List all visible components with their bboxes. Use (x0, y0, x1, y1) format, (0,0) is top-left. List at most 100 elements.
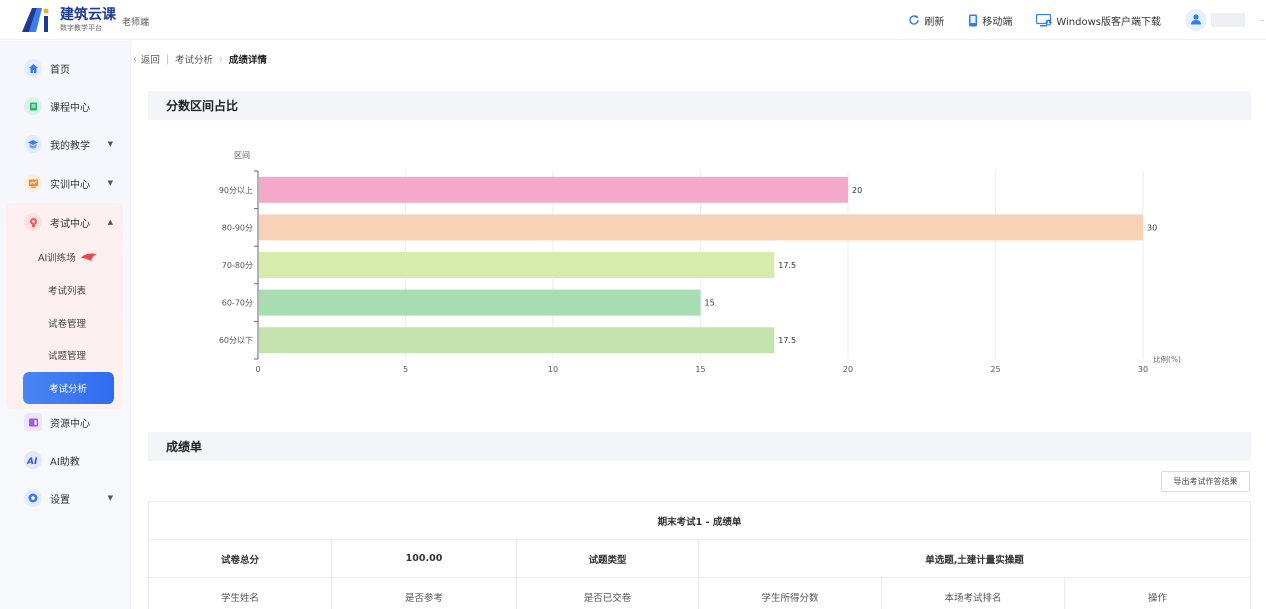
sidebar-subitem-label: AI训练场 (38, 253, 76, 264)
ai-icon: AI (24, 451, 42, 469)
chart-bar (259, 176, 848, 203)
chart-category-label: 60-70分 (222, 299, 253, 308)
mobile-icon (968, 14, 978, 27)
user-name-redacted[interactable] (1211, 13, 1245, 27)
table-title: 期末考试1 - 成绩单 (657, 516, 742, 528)
exam-icon (24, 213, 42, 231)
table-header-row: 学生姓名 是否参考 是否已交卷 学生所得分数 本场考试排名 操作 (149, 578, 1250, 609)
table-meta-row: 试卷总分 100.00 试题类型 单选题,土建计量实操题 (149, 540, 1250, 578)
chart-x-tick-label: 0 (255, 365, 260, 374)
chart-x-tick-label: 20 (843, 365, 853, 374)
chart-bar (259, 252, 775, 278)
header-divider: – (1259, 14, 1264, 26)
refresh-label: 刷新 (924, 16, 945, 28)
scores-section-header: 成绩单 (148, 432, 1251, 461)
distribution-section-header: 分数区间占比 (148, 91, 1251, 120)
sidebar-item-home[interactable]: 首页 (0, 55, 131, 81)
refresh-button[interactable]: 刷新 (908, 13, 944, 28)
home-icon (24, 59, 42, 77)
chart-bar (259, 289, 701, 316)
sidebar-item-label: 课程中心 (50, 102, 90, 114)
chevron-down-icon: ▼ (107, 494, 113, 502)
chart-x-tick-label: 5 (403, 365, 408, 374)
sidebar-item-settings[interactable]: 设置 ▼ (0, 485, 131, 511)
desktop-icon (1036, 13, 1052, 27)
sidebar-subitem-label: 试题管理 (48, 351, 87, 362)
column-header: 是否已交卷 (517, 578, 699, 609)
user-avatar[interactable] (1185, 9, 1207, 31)
export-results-button[interactable]: 导出考试作答结果 (1161, 471, 1250, 492)
resource-icon (24, 413, 42, 431)
sidebar-item-exam-center[interactable]: 考试中心 ▲ (0, 209, 131, 235)
chart-data-label: 17.5 (778, 336, 796, 345)
chart-bar (259, 327, 775, 354)
table-title-row: 期末考试1 - 成绩单 (149, 502, 1250, 540)
meta-value-total-score: 100.00 (332, 540, 517, 577)
breadcrumb-parent-link[interactable]: 考试分析 (175, 55, 214, 66)
sidebar-item-label: AI助教 (50, 456, 80, 468)
bar-chart-svg: 区间 90分以上 20 80-90分 30 70-80分 17.5 60-70分 15 60分以下… (219, 151, 1181, 374)
sidebar-item-label: 资源中心 (50, 418, 90, 430)
chart-data-label: 20 (852, 186, 862, 195)
score-distribution-chart: 区间 90分以上 20 80-90分 30 70-80分 17.5 60-70分 15 60分以下… (148, 140, 1251, 380)
chart-x-tick-label: 30 (1138, 365, 1148, 374)
sidebar-subitem-label: 考试列表 (48, 286, 87, 297)
section-title: 分数区间占比 (166, 99, 239, 113)
role-label: 老师端 (122, 18, 150, 28)
chart-category-label: 90分以上 (219, 186, 253, 195)
meta-value-question-type: 单选题,土建计量实操题 (925, 554, 1024, 566)
sidebar: 首页 课程中心 我的教学 ▼ 实训中心 ▼ 考试中心 ▲ AI训练场 考试列 (0, 41, 131, 609)
logo-mark-icon (20, 6, 54, 34)
hot-badge-icon (80, 252, 98, 262)
refresh-icon (908, 14, 920, 26)
windows-client-download-button[interactable]: Windows版客户端下载 (1036, 13, 1161, 28)
sidebar-subitem-exam-analysis[interactable]: 考试分析 (23, 372, 114, 404)
sidebar-item-training-center[interactable]: 实训中心 ▼ (0, 170, 131, 196)
score-table: 期末考试1 - 成绩单 试卷总分 100.00 试题类型 单选题,土建计量实操题… (148, 501, 1251, 609)
chart-x-axis-label: 比例(%) (1153, 354, 1181, 364)
sidebar-item-label: 首页 (50, 64, 70, 76)
column-header: 操作 (1147, 592, 1167, 604)
breadcrumb-back-link[interactable]: 返回 (140, 55, 160, 66)
app-logo[interactable]: 建筑云课 数字教学平台 老师端 (20, 6, 149, 34)
back-chevron-icon: ‹ (133, 53, 137, 65)
chart-data-label: 15 (705, 299, 715, 308)
chart-data-label: 17.5 (778, 261, 796, 270)
sidebar-subitem-paper-management[interactable]: 试卷管理 (0, 312, 131, 334)
sidebar-item-label: 我的教学 (50, 140, 90, 152)
breadcrumb-current: 成绩详情 (228, 55, 267, 66)
chart-x-tick-label: 15 (695, 365, 705, 374)
book-icon (24, 97, 42, 115)
sidebar-item-ai-assistant[interactable]: AI AI助教 (0, 447, 131, 473)
sidebar-subitem-label: 试卷管理 (48, 319, 87, 330)
chevron-up-icon: ▲ (107, 218, 113, 226)
sidebar-subitem-exam-list[interactable]: 考试列表 (0, 279, 131, 301)
sidebar-item-resource-center[interactable]: 资源中心 (0, 409, 131, 435)
sidebar-subitem-question-management[interactable]: 试题管理 (0, 344, 131, 366)
sidebar-item-course-center[interactable]: 课程中心 (0, 93, 131, 119)
column-header: 学生所得分数 (699, 578, 882, 609)
chart-x-tick-label: 25 (990, 365, 1000, 374)
column-header: 学生姓名 (149, 578, 332, 609)
chart-y-axis-label: 区间 (234, 151, 250, 160)
chart-category-label: 60分以下 (219, 336, 253, 345)
training-icon (24, 174, 42, 192)
top-header: 建筑云课 数字教学平台 老师端 刷新 移动端 Windows版客户端下载 (0, 0, 1266, 40)
windows-client-label: Windows版客户端下载 (1056, 16, 1161, 28)
chevron-down-icon: ▼ (107, 140, 113, 148)
settings-icon (24, 489, 42, 507)
svg-text:AI: AI (27, 457, 38, 465)
sidebar-subitem-ai-training[interactable]: AI训练场 (0, 246, 131, 268)
sidebar-item-my-teaching[interactable]: 我的教学 ▼ (0, 131, 131, 157)
sidebar-item-label: 实训中心 (50, 179, 90, 191)
logo-title: 建筑云课 (60, 6, 116, 23)
chart-bar (259, 214, 1143, 241)
meta-label-total-score: 试卷总分 (149, 540, 332, 577)
sidebar-item-label: 考试中心 (50, 218, 90, 230)
mobile-label: 移动端 (982, 16, 1013, 28)
meta-label-question-type: 试题类型 (517, 540, 699, 577)
chart-category-label: 70-80分 (222, 261, 253, 270)
logo-subtitle: 数字教学平台 (60, 23, 102, 32)
mobile-button[interactable]: 移动端 (968, 13, 1012, 28)
sidebar-item-label: 设置 (50, 494, 70, 506)
